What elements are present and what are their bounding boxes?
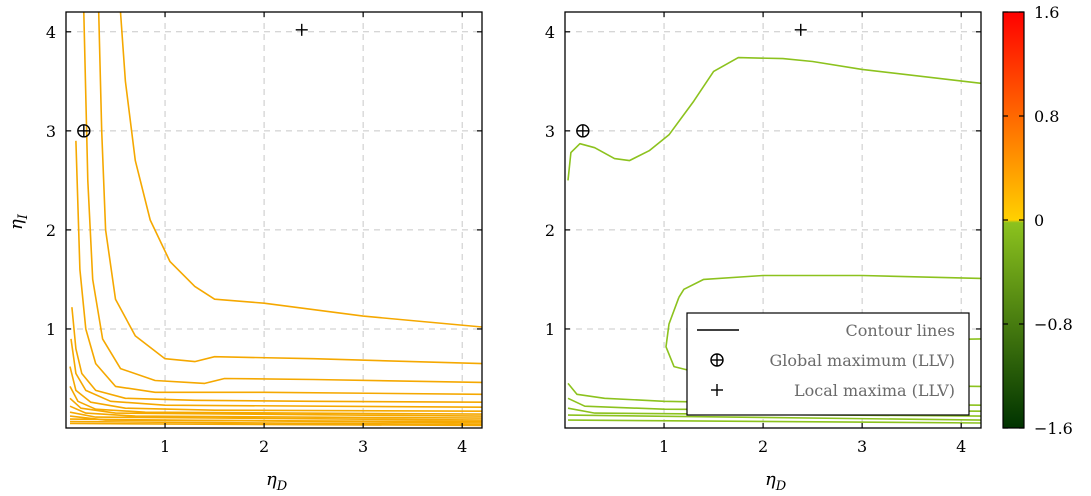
colorbar-tick-label: −1.6 [1034, 419, 1073, 438]
contour-line [69, 386, 483, 415]
legend-label: Local maxima (LLV) [794, 381, 955, 400]
circled-plus-icon [710, 353, 724, 367]
x-axis-label-symbol: η [266, 469, 277, 490]
contour-line [69, 411, 483, 421]
x-tick-label: 1 [160, 437, 170, 456]
x-axis-label: ηD [765, 469, 787, 494]
y-tick-label: 3 [46, 122, 56, 141]
contour-line [678, 274, 982, 298]
plot-frame [564, 11, 982, 429]
x-tick-label: 3 [857, 437, 867, 456]
contour-line [75, 140, 483, 396]
contour-line [567, 56, 982, 181]
x-tick-label: 1 [659, 437, 669, 456]
global-maximum-marker [77, 124, 91, 138]
x-tick-label: 3 [358, 437, 368, 456]
contour-line [70, 338, 483, 408]
y-tick-label: 1 [46, 320, 56, 339]
legend-label: Global maximum (LLV) [770, 351, 956, 370]
contour-line [69, 422, 483, 427]
y-tick-label: 1 [545, 320, 555, 339]
y-tick-label: 4 [46, 23, 56, 42]
colorbar-tick-label: 0 [1034, 211, 1044, 230]
plus-icon [711, 384, 723, 396]
x-tick-label: 4 [457, 437, 467, 456]
colorbar-tick-label: −0.8 [1034, 315, 1073, 334]
legend-label: Contour lines [846, 321, 956, 340]
legend: Contour lines Global maximum (LLV) Local m… [686, 312, 970, 416]
y-tick-label: 2 [46, 221, 56, 240]
contour-line [567, 414, 982, 421]
y-axis-label-subscript: I [16, 213, 31, 220]
plot-frame [65, 11, 483, 429]
contour-line [71, 307, 483, 403]
y-tick-label: 4 [545, 23, 555, 42]
contour-plot-1: 1 2 3 4 1 2 3 4 [46, 11, 483, 456]
contour-lines [69, 11, 483, 427]
y-axis-label-symbol: η [6, 219, 27, 230]
x-axis-label-symbol: η [765, 469, 776, 490]
contour-line [69, 420, 483, 426]
contour-line [83, 11, 483, 385]
x-tick-label: 4 [956, 437, 966, 456]
colorbar-tick-label: 0.8 [1034, 107, 1059, 126]
local-maximum-marker [295, 23, 308, 36]
x-axis-label-subscript: D [775, 479, 787, 494]
local-maximum-marker [794, 23, 807, 36]
contour-line [69, 397, 483, 417]
x-axis-label: ηD [266, 469, 288, 494]
y-tick-label: 2 [545, 221, 555, 240]
legend-entry: Contour lines [697, 321, 955, 340]
colorbar: 1.6 0.8 0 −0.8 −1.6 [1002, 3, 1073, 438]
contour-line [567, 419, 982, 424]
colorbar-tick-label: 1.6 [1034, 3, 1059, 22]
y-tick-label: 3 [545, 122, 555, 141]
legend-entry: Local maxima (LLV) [711, 381, 955, 400]
contour-line [69, 418, 483, 424]
y-axis-label: ηI [6, 213, 31, 230]
x-tick-label: 2 [758, 437, 768, 456]
contour-line [97, 11, 483, 365]
legend-entry: Global maximum (LLV) [710, 351, 956, 370]
x-axis-label-subscript: D [276, 479, 288, 494]
x-tick-label: 2 [259, 437, 269, 456]
global-maximum-marker [576, 124, 590, 138]
contour-line [119, 11, 483, 328]
contour-line [69, 405, 483, 419]
contour-line [69, 366, 483, 412]
contour-plot-2: 1 2 3 4 1 2 3 4 Contour lines Global maximum (LLV… [545, 11, 982, 456]
